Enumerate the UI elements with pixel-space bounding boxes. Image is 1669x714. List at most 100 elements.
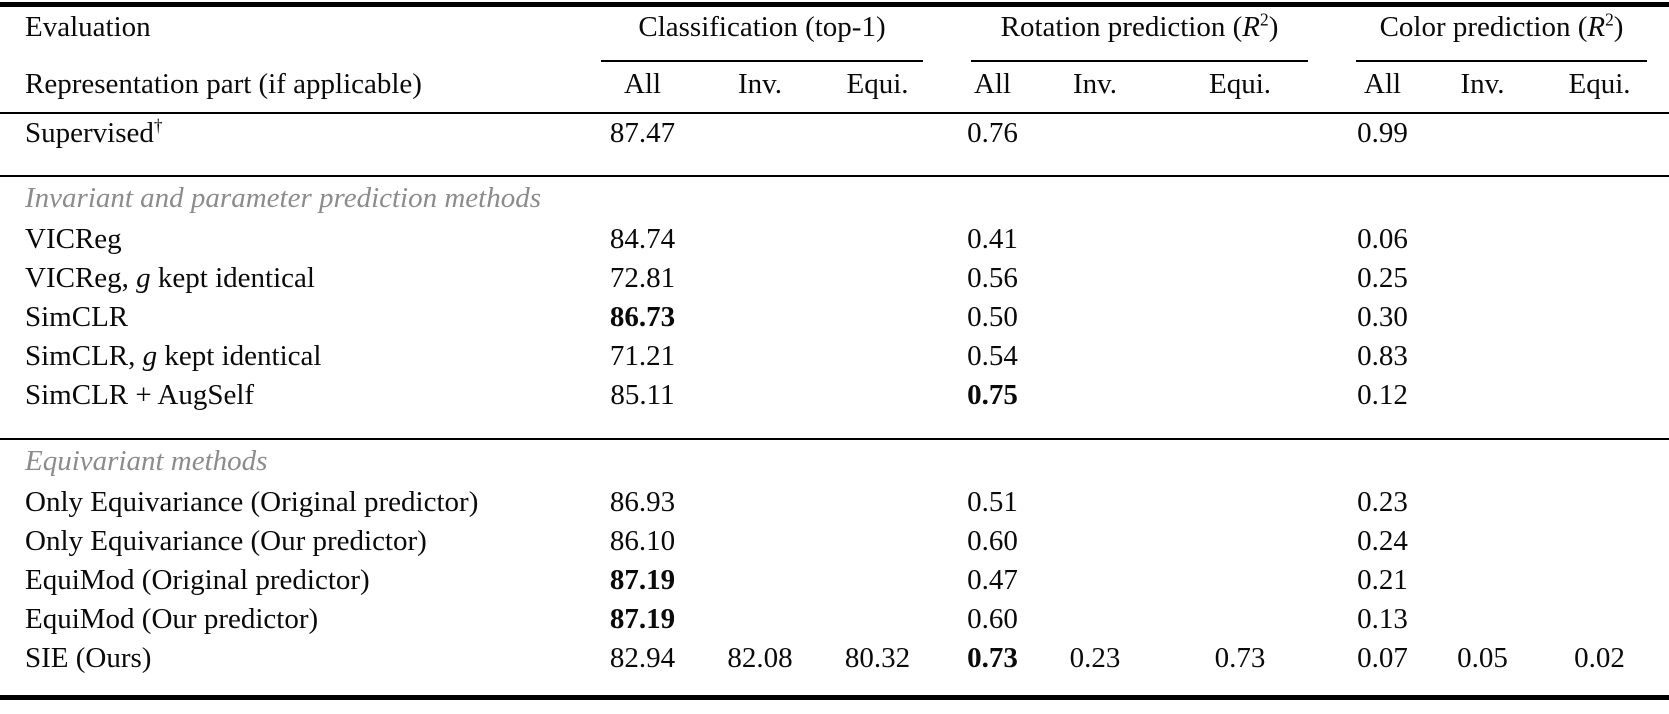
section-header-label: Equivariant methods — [25, 444, 268, 477]
value-cell — [1530, 337, 1669, 376]
table-body: Supervised† 87.47 0.76 0.99 Invariant and pa… — [0, 113, 1669, 698]
group-rotation-prediction: Rotation prediction (R2) — [945, 5, 1330, 65]
value-cell — [810, 600, 945, 639]
value-cell — [710, 337, 810, 376]
value-cell: 0.25 — [1357, 261, 1408, 294]
value-cell — [1530, 298, 1669, 337]
col-color-all: All — [1330, 64, 1436, 114]
value-cell: 82.08 — [727, 641, 793, 674]
table-row: VICReg 84.74 0.41 0.06 — [0, 220, 1669, 259]
results-table: Evaluation Classification (top-1) Rotati… — [0, 2, 1669, 700]
col-rotation-inv: Inv. — [1040, 64, 1150, 114]
table-row: EquiMod (Our predictor) 87.19 0.60 0.13 — [0, 600, 1669, 639]
value-cell: 0.47 — [967, 563, 1018, 596]
value-cell — [1435, 483, 1530, 522]
value-cell — [1040, 522, 1150, 561]
value-cell — [1040, 376, 1150, 439]
value-cell — [710, 220, 810, 259]
table-row: EquiMod (Original predictor) 87.19 0.47 0.2… — [0, 561, 1669, 600]
value-cell — [1150, 483, 1330, 522]
value-cell: 0.05 — [1457, 641, 1508, 674]
value-cell: 0.99 — [1357, 116, 1408, 149]
value-cell: 0.24 — [1357, 524, 1408, 557]
value-cell — [810, 259, 945, 298]
value-cell — [710, 600, 810, 639]
value-cell: 0.23 — [1357, 485, 1408, 518]
method-label: EquiMod (Original predictor) — [25, 563, 370, 596]
section-header-row: Equivariant methods — [0, 439, 1669, 483]
value-cell — [1150, 600, 1330, 639]
value-cell — [710, 298, 810, 337]
value-cell: 0.02 — [1574, 641, 1625, 674]
value-cell: 87.19 — [609, 602, 676, 635]
value-cell — [1150, 337, 1330, 376]
table-row: SimCLR 86.73 0.50 0.30 — [0, 298, 1669, 337]
method-label: SimCLR — [25, 300, 129, 333]
value-cell — [1040, 113, 1150, 176]
value-cell — [1530, 522, 1669, 561]
value-cell: 0.56 — [967, 261, 1018, 294]
method-label: VICReg — [25, 222, 122, 255]
value-cell — [1435, 220, 1530, 259]
value-cell — [810, 337, 945, 376]
method-label: Supervised† — [25, 114, 163, 149]
value-cell: 0.06 — [1357, 222, 1408, 255]
value-cell — [1435, 600, 1530, 639]
value-cell: 0.83 — [1357, 339, 1408, 372]
col-classification-inv: Inv. — [710, 64, 810, 114]
value-cell: 87.19 — [609, 563, 676, 596]
value-cell: 0.54 — [967, 339, 1018, 372]
method-label: Only Equivariance (Original predictor) — [25, 485, 479, 518]
value-cell: 0.21 — [1357, 563, 1408, 596]
col-classification-all: All — [575, 64, 710, 114]
group-color-prediction: Color prediction (R2) — [1330, 5, 1669, 65]
value-cell: 0.50 — [967, 300, 1018, 333]
value-cell — [810, 561, 945, 600]
value-cell: 84.74 — [609, 222, 676, 255]
value-cell: 0.75 — [967, 378, 1018, 411]
col-classification-equi: Equi. — [810, 64, 945, 114]
value-cell: 0.12 — [1357, 378, 1408, 411]
section-header-row: Invariant and parameter prediction metho… — [0, 176, 1669, 220]
table-row: SIE (Ours) 82.94 82.08 80.32 0.73 0.23 0.73 0.0… — [0, 639, 1669, 698]
value-cell — [1435, 113, 1530, 176]
representation-part-header: Representation part (if applicable) — [0, 64, 575, 114]
value-cell: 87.47 — [609, 116, 676, 149]
value-cell: 0.73 — [1214, 641, 1266, 674]
value-cell: 0.60 — [967, 602, 1018, 635]
value-cell: 0.07 — [1357, 641, 1408, 674]
value-cell: 0.51 — [967, 485, 1018, 518]
table-row: Only Equivariance (Our predictor) 86.10 0.… — [0, 522, 1669, 561]
value-cell — [710, 259, 810, 298]
value-cell: 0.23 — [1069, 641, 1121, 674]
value-cell — [810, 376, 945, 439]
value-cell — [810, 113, 945, 176]
value-cell — [710, 561, 810, 600]
value-cell: 72.81 — [609, 261, 676, 294]
table-row: VICReg, g kept identical 72.81 0.56 0.25 — [0, 259, 1669, 298]
value-cell — [1530, 113, 1669, 176]
value-cell — [1530, 376, 1669, 439]
method-label: Only Equivariance (Our predictor) — [25, 524, 427, 557]
value-cell — [1150, 561, 1330, 600]
value-cell — [1150, 298, 1330, 337]
col-rotation-equi: Equi. — [1150, 64, 1331, 114]
value-cell: 80.32 — [844, 641, 911, 674]
value-cell: 71.21 — [609, 339, 676, 372]
value-cell — [1040, 259, 1150, 298]
value-cell — [1435, 376, 1530, 439]
value-cell — [1435, 561, 1530, 600]
value-cell — [710, 113, 810, 176]
method-label: SimCLR, g kept identical — [25, 339, 322, 372]
method-label: SIE (Ours) — [25, 641, 152, 674]
col-color-equi: Equi. — [1530, 64, 1669, 114]
value-cell: 0.76 — [967, 116, 1018, 149]
value-cell — [810, 522, 945, 561]
value-cell: 86.73 — [609, 300, 676, 333]
evaluation-header-label: Evaluation — [25, 11, 151, 43]
value-cell — [1435, 522, 1530, 561]
value-cell — [1040, 298, 1150, 337]
value-cell — [710, 483, 810, 522]
group-rotation-prediction-label: Rotation prediction (R2) — [971, 7, 1309, 62]
value-cell — [1040, 600, 1150, 639]
